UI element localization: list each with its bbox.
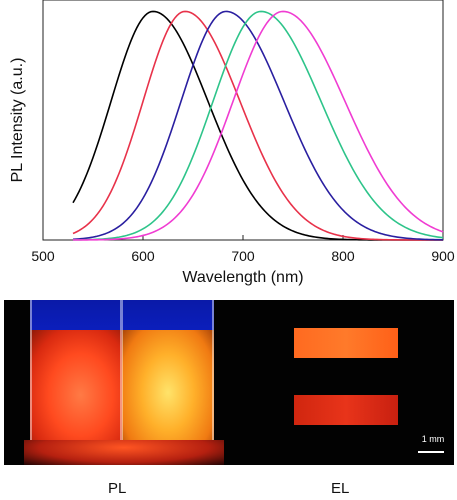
series-curves — [72, 10, 444, 241]
pl-spectrum-chart: 500 600 700 800 900 Wavelength (nm) PL Inten… — [9, 0, 455, 286]
vial-orange-solution — [122, 330, 214, 460]
device-photo: 1 mm — [4, 300, 454, 465]
x-tick-label: 800 — [331, 248, 355, 264]
plot-frame — [42, 0, 444, 241]
scale-bar-label: 1 mm — [421, 434, 445, 444]
x-axis-label: Wavelength (nm) — [182, 269, 303, 286]
series-line-4 — [72, 10, 444, 241]
vial-glass-edge — [120, 300, 123, 460]
series-line-3 — [72, 10, 444, 241]
series-line-5 — [72, 10, 444, 241]
x-tick-label: 600 — [131, 248, 155, 264]
caption-el: EL — [331, 480, 350, 497]
series-line-2 — [72, 10, 443, 241]
vial-glow — [24, 440, 224, 465]
vial-glass-edge — [212, 300, 214, 460]
vial-red-solution — [30, 330, 122, 460]
vial-glass-edge — [30, 300, 32, 460]
el-pixel-orange — [294, 328, 398, 358]
caption-pl: PL — [108, 480, 127, 497]
x-ticks: 500 600 700 800 900 — [31, 235, 455, 264]
series-line-1 — [72, 10, 443, 241]
x-tick-label: 900 — [431, 248, 455, 264]
scale-bar — [418, 451, 444, 453]
x-tick-label: 500 — [31, 248, 55, 264]
y-axis-label: PL Intensity (a.u.) — [9, 58, 26, 183]
el-pixel-red — [294, 395, 398, 425]
x-tick-label: 700 — [231, 248, 255, 264]
